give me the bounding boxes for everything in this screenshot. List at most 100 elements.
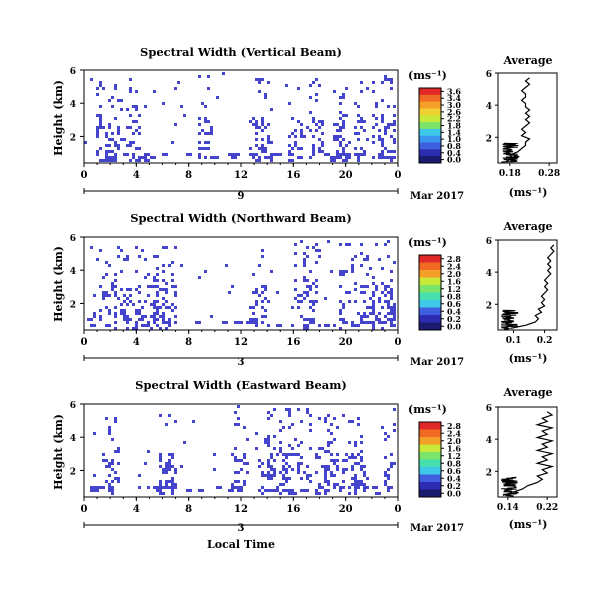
heatmap-cell [288, 492, 291, 495]
heatmap-cell [165, 282, 168, 285]
heatmap-cell [264, 156, 270, 159]
heatmap-cell [384, 285, 387, 288]
heatmap-cell [354, 456, 357, 459]
heatmap-cell [150, 156, 156, 159]
heatmap-cell [261, 300, 264, 303]
heatmap-cell [186, 489, 192, 492]
heatmap-cell [354, 492, 357, 495]
heatmap-cell [270, 108, 273, 111]
heatmap-cell [309, 474, 312, 477]
heatmap-cell [120, 108, 123, 111]
heatmap-cell [135, 108, 138, 111]
colorbar-tick-label: 2.8 [447, 421, 461, 431]
heatmap-cell [249, 147, 252, 150]
heatmap-cell [321, 144, 324, 147]
heatmap-cell [336, 123, 339, 126]
heatmap-cell [294, 243, 297, 246]
heatmap-cell [141, 249, 144, 252]
heatmap-cell [111, 438, 114, 441]
heatmap-cell [120, 309, 123, 312]
heatmap-cell [159, 456, 162, 459]
heatmap-cell [102, 276, 105, 279]
heatmap-cell [381, 291, 384, 294]
heatmap-cell [171, 141, 174, 144]
heatmap-cell [348, 420, 351, 423]
heatmap-cell [114, 477, 117, 480]
heatmap-cell [93, 312, 96, 315]
heatmap-cell [258, 81, 261, 84]
average-x-tick-label: 0.1 [506, 336, 522, 346]
heatmap-cell [324, 480, 327, 483]
heatmap-cell [366, 258, 369, 261]
heatmap-cell [306, 474, 309, 477]
heatmap-cell [372, 156, 375, 159]
heatmap-cell [300, 489, 306, 492]
heatmap-cell [312, 282, 315, 285]
heatmap-cell [294, 141, 297, 144]
heatmap-cell [312, 246, 315, 249]
heatmap-cell [360, 321, 366, 324]
heatmap-cell [231, 453, 234, 456]
heatmap-cell [384, 126, 387, 129]
heatmap-cell [126, 315, 129, 318]
heatmap-cell [99, 285, 102, 288]
heatmap-cell [144, 153, 150, 156]
panel-3-date-label: Mar 2017 [410, 523, 464, 534]
heatmap-cell [288, 414, 291, 417]
heatmap-cell [357, 417, 360, 420]
heatmap-cell [297, 300, 300, 303]
heatmap-cell [261, 147, 264, 150]
heatmap-cell [393, 105, 396, 108]
heatmap-cell [282, 459, 285, 462]
heatmap-cell [360, 252, 363, 255]
heatmap-cell [324, 465, 327, 468]
heatmap-cell [309, 111, 312, 114]
heatmap-cell [159, 483, 162, 486]
colorbar-tick-label: 3.4 [447, 93, 461, 103]
heatmap-cell [135, 288, 138, 291]
heatmap-cell [93, 486, 99, 489]
heatmap-cell [333, 417, 336, 420]
heatmap-cell [129, 141, 132, 144]
heatmap-cell [354, 153, 357, 156]
heatmap-cell [174, 123, 177, 126]
heatmap-cell [288, 144, 291, 147]
heatmap-cell [348, 492, 351, 495]
heatmap-cell [339, 96, 342, 99]
heatmap-cell [168, 462, 171, 465]
heatmap-cell [105, 465, 108, 468]
heatmap-cell [186, 153, 192, 156]
heatmap-cell [270, 465, 273, 468]
heatmap-cell [327, 444, 330, 447]
heatmap-cell [243, 483, 246, 486]
heatmap-cell [393, 141, 396, 144]
heatmap-cell [153, 318, 156, 321]
heatmap-cell [171, 456, 174, 459]
colorbar-segment [419, 156, 441, 164]
heatmap-frame [83, 403, 399, 498]
panel-2-labels: Spectral Width (Northward Beam) Height (… [52, 211, 553, 368]
heatmap-cell [135, 90, 138, 93]
colorbar-segment [419, 474, 441, 483]
x-tick-label: 16 [286, 337, 300, 348]
heatmap-cell [366, 255, 369, 258]
heatmap-cell [390, 297, 393, 300]
heatmap-cell [387, 318, 393, 321]
heatmap-cell [315, 300, 318, 303]
heatmap-cell [264, 489, 267, 492]
heatmap-cell [168, 264, 171, 267]
heatmap-cell [309, 480, 312, 483]
heatmap-cell [387, 105, 390, 108]
heatmap-cell [96, 132, 99, 135]
heatmap-cell [264, 147, 267, 150]
heatmap-cell [336, 138, 339, 141]
heatmap-cell [366, 306, 369, 309]
heatmap-cell [174, 420, 177, 423]
heatmap-cell [381, 138, 384, 141]
heatmap-cell [168, 465, 171, 468]
heatmap-cell [165, 423, 168, 426]
heatmap-cell [360, 483, 363, 486]
heatmap-cell [294, 453, 297, 456]
heatmap-cell [324, 420, 327, 423]
heatmap-cell [264, 315, 267, 318]
